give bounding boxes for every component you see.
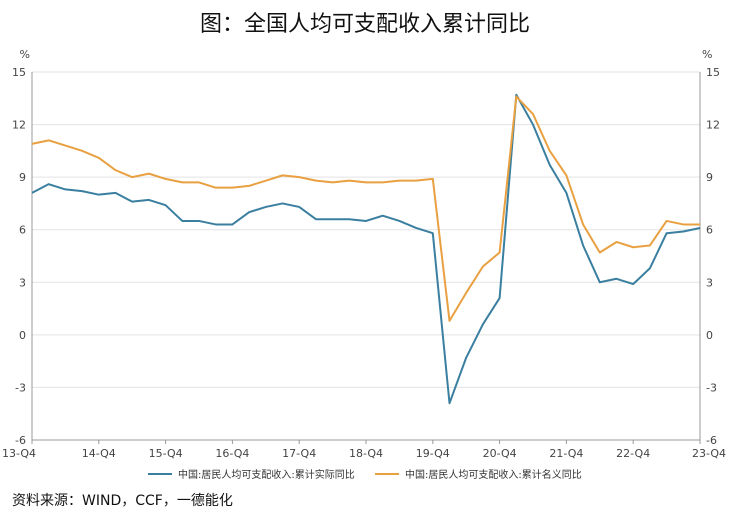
- y-unit-right: %: [702, 48, 712, 61]
- x-tick-label: 13-Q4: [2, 447, 36, 460]
- y-tick-label-left: 0: [19, 329, 26, 342]
- x-tick-label: 16-Q4: [215, 447, 249, 460]
- series-line-nominal: [31, 95, 700, 322]
- y-unit-left: %: [20, 48, 30, 61]
- x-tick-label: 20-Q4: [483, 447, 517, 460]
- axes: -6 -6 -3 -3 0 0 3 3 6 6 9 9 12 12 15 15% % 13-Q4 14-Q4 15-Q…: [2, 48, 726, 460]
- legend: 中国:居民人均可支配收入:累计实际同比 中国:居民人均可支配收入:累计名义同比: [148, 468, 582, 481]
- y-tick-label-left: -3: [15, 381, 26, 394]
- grid-lines: [32, 71, 700, 441]
- series-lines: [31, 93, 701, 405]
- x-tick-label: 17-Q4: [282, 447, 316, 460]
- x-tick-label: 18-Q4: [349, 447, 383, 460]
- y-tick-label-left: 6: [19, 224, 26, 237]
- y-tick-label-right: 3: [706, 276, 713, 289]
- x-tick-label: 14-Q4: [82, 447, 116, 460]
- y-tick-label-left: 12: [12, 119, 26, 132]
- legend-label: 中国:居民人均可支配收入:累计名义同比: [405, 468, 582, 481]
- x-tick-label: 21-Q4: [549, 447, 583, 460]
- y-tick-label-right: 15: [706, 66, 720, 79]
- chart-title: 图：全国人均可支配收入累计同比: [199, 12, 530, 37]
- x-tick-label: 23-Q4: [692, 447, 726, 460]
- x-tick-label: 19-Q4: [416, 447, 450, 460]
- y-tick-label-right: 12: [706, 119, 720, 132]
- y-tick-label-right: 9: [706, 171, 713, 184]
- y-tick-label-left: 15: [12, 66, 26, 79]
- y-tick-label-right: 6: [706, 224, 713, 237]
- y-tick-label-right: -6: [706, 434, 717, 447]
- source-note: 资料来源：WIND，CCF，一德能化: [12, 493, 233, 509]
- y-tick-label-left: 3: [19, 276, 26, 289]
- legend-label: 中国:居民人均可支配收入:累计实际同比: [178, 468, 355, 481]
- y-tick-label-left: 9: [19, 171, 26, 184]
- x-tick-label: 22-Q4: [616, 447, 650, 460]
- y-tick-label-right: 0: [706, 329, 713, 342]
- x-tick-label: 15-Q4: [149, 447, 183, 460]
- y-tick-label-right: -3: [706, 381, 717, 394]
- y-tick-label-left: -6: [15, 434, 26, 447]
- series-line-real: [31, 93, 701, 405]
